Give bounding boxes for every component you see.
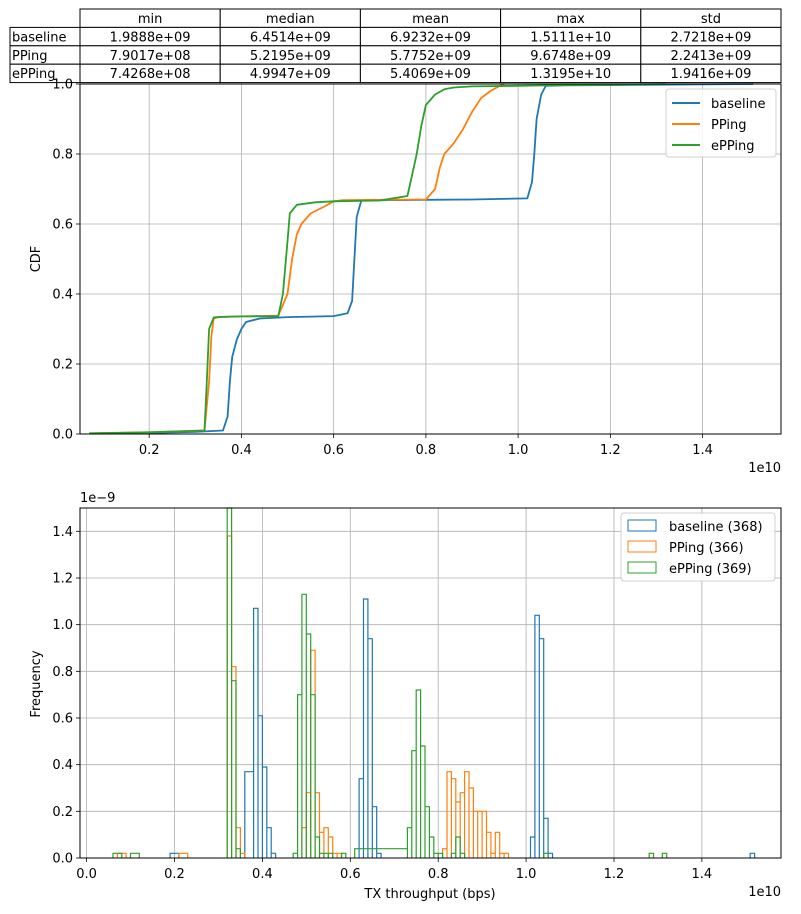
histogram-legend-box <box>620 512 776 582</box>
histogram-y-ticks: 0.0 0.2 0.4 0.6 0.8 1.0 1.2 1.4 <box>52 525 80 867</box>
cdf-y-tick-label: 0.0 <box>52 428 73 443</box>
histogram-legend-swatch-pping <box>627 540 657 553</box>
histogram-y-tick-label: 0.0 <box>52 852 73 867</box>
cdf-y-tick-label: 0.6 <box>52 218 73 233</box>
table-cell-value: 1.9416e+09 <box>670 67 751 82</box>
table-header-max: max <box>557 12 586 27</box>
histogram-x-tick-label: 0.2 <box>164 867 185 882</box>
histogram-x-tick-label: 0.4 <box>252 867 273 882</box>
histogram-x-tick-label: 1.0 <box>516 867 537 882</box>
histogram-y-tick-label: 1.0 <box>52 618 73 633</box>
histogram-legend-label-epping: ePPing (369) <box>669 562 752 577</box>
cdf-legend: baseline PPing ePPing <box>665 88 777 158</box>
cdf-legend-label-baseline: baseline <box>711 97 765 112</box>
cdf-series-lines <box>89 83 754 435</box>
histogram-step-baseline <box>169 598 756 858</box>
histogram-y-tick-label: 0.8 <box>52 665 73 680</box>
cdf-y-tick-label: 0.8 <box>52 148 73 163</box>
cdf-x-offset-label: 1e10 <box>748 461 781 476</box>
histogram-x-tick-label: 0.0 <box>76 867 97 882</box>
table-row-label-pping: PPing <box>12 49 48 64</box>
table-cell-value: 1.5111e+10 <box>530 30 611 45</box>
cdf-x-tick-label: 0.2 <box>139 443 160 458</box>
table-row-label-baseline: baseline <box>12 30 66 45</box>
table-header-median: median <box>266 12 315 27</box>
cdf-line-pping <box>93 83 505 435</box>
histogram-legend-swatch-epping <box>627 561 657 574</box>
cdf-plot-frame <box>79 83 782 435</box>
table-cell-value: 7.9017e+08 <box>110 49 191 64</box>
cdf-x-tick-label: 0.6 <box>323 443 344 458</box>
histogram-legend-swatch-baseline <box>627 519 657 532</box>
histogram-y-tick-label: 1.4 <box>52 525 73 540</box>
cdf-line-epping <box>89 83 666 435</box>
table-header-mean: mean <box>412 12 449 27</box>
cdf-x-tick-label: 1.0 <box>508 443 529 458</box>
histogram-x-tick-label: 1.4 <box>692 867 713 882</box>
table-cell-value: 1.3195e+10 <box>530 67 611 82</box>
table-header-std: std <box>701 12 721 27</box>
cdf-y-tick-label: 1.0 <box>52 78 73 93</box>
table-header-min: min <box>138 12 163 27</box>
histogram-y-axis-label: Frequency <box>29 650 44 717</box>
histogram-y-tick-label: 0.6 <box>52 712 73 727</box>
cdf-x-ticks: 0.2 0.4 0.6 0.8 1.0 1.2 1.4 <box>139 434 713 458</box>
cdf-x-tick-label: 1.2 <box>600 443 621 458</box>
cdf-x-tick-label: 0.8 <box>416 443 437 458</box>
histogram-step-epping <box>112 507 668 858</box>
cdf-legend-box <box>665 88 777 158</box>
histogram-plot-frame <box>79 507 782 859</box>
histogram-chart: 0.0 0.2 0.4 0.6 0.8 1.0 1.2 1.4 0.0 0.2 0.4 0.6 0.8… <box>29 491 782 902</box>
cdf-y-ticks: 0.0 0.2 0.4 0.6 0.8 1.0 <box>52 78 80 443</box>
histogram-x-tick-label: 0.8 <box>428 867 449 882</box>
stats-table: min median mean max std baseline 1.9888e+09 6.4… <box>9 8 782 84</box>
histogram-legend-label-pping: PPing (366) <box>669 541 744 556</box>
cdf-line-baseline <box>149 83 754 434</box>
table-cell-value: 5.4069e+09 <box>390 67 471 82</box>
table-cell-value: 6.9232e+09 <box>390 30 471 45</box>
histogram-x-tick-label: 0.6 <box>340 867 361 882</box>
table-cell <box>640 63 782 84</box>
cdf-legend-label-pping: PPing <box>711 118 747 133</box>
table-cell-value: 5.7752e+09 <box>390 49 471 64</box>
histogram-x-ticks: 0.0 0.2 0.4 0.6 0.8 1.0 1.2 1.4 <box>76 858 712 882</box>
table-cell-value: 1.9888e+09 <box>110 30 191 45</box>
table-cell-value: 2.2413e+09 <box>670 49 751 64</box>
cdf-chart: 0.2 0.4 0.6 0.8 1.0 1.2 1.4 0.0 0.2 0.4 0.6 0.8 1.0… <box>29 78 782 476</box>
cdf-x-tick-label: 0.4 <box>231 443 252 458</box>
histogram-step-pping <box>116 535 510 858</box>
histogram-y-tick-label: 0.4 <box>52 758 73 773</box>
histogram-legend-label-baseline: baseline (368) <box>669 520 763 535</box>
cdf-y-tick-label: 0.4 <box>52 288 73 303</box>
histogram-y-tick-label: 0.2 <box>52 805 73 820</box>
histogram-x-offset-label: 1e10 <box>748 885 781 900</box>
table-cell-value: 2.7218e+09 <box>670 30 751 45</box>
table-cell-value: 4.9947e+09 <box>250 67 331 82</box>
histogram-x-axis-label: TX throughput (bps) <box>363 887 495 902</box>
histogram-x-tick-label: 1.2 <box>604 867 625 882</box>
cdf-y-axis-label: CDF <box>29 246 44 273</box>
table-cell-value: 6.4514e+09 <box>250 30 331 45</box>
table-cell-value: 7.4268e+08 <box>110 67 191 82</box>
table-cell-value: 5.2195e+09 <box>250 49 331 64</box>
cdf-y-tick-label: 0.2 <box>52 358 73 373</box>
histogram-series-steps <box>112 507 756 858</box>
cdf-x-tick-label: 1.4 <box>692 443 713 458</box>
table-cell-value: 9.6748e+09 <box>530 49 611 64</box>
table-row-label-epping: ePPing <box>12 67 56 82</box>
histogram-y-tick-label: 1.2 <box>52 572 73 587</box>
cdf-legend-label-epping: ePPing <box>711 139 755 154</box>
histogram-y-offset-label: 1e−9 <box>80 491 115 506</box>
histogram-legend: baseline (368) PPing (366) ePPing (369) <box>620 512 776 582</box>
